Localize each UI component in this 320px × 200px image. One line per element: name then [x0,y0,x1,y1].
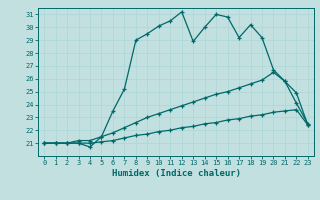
X-axis label: Humidex (Indice chaleur): Humidex (Indice chaleur) [111,169,241,178]
